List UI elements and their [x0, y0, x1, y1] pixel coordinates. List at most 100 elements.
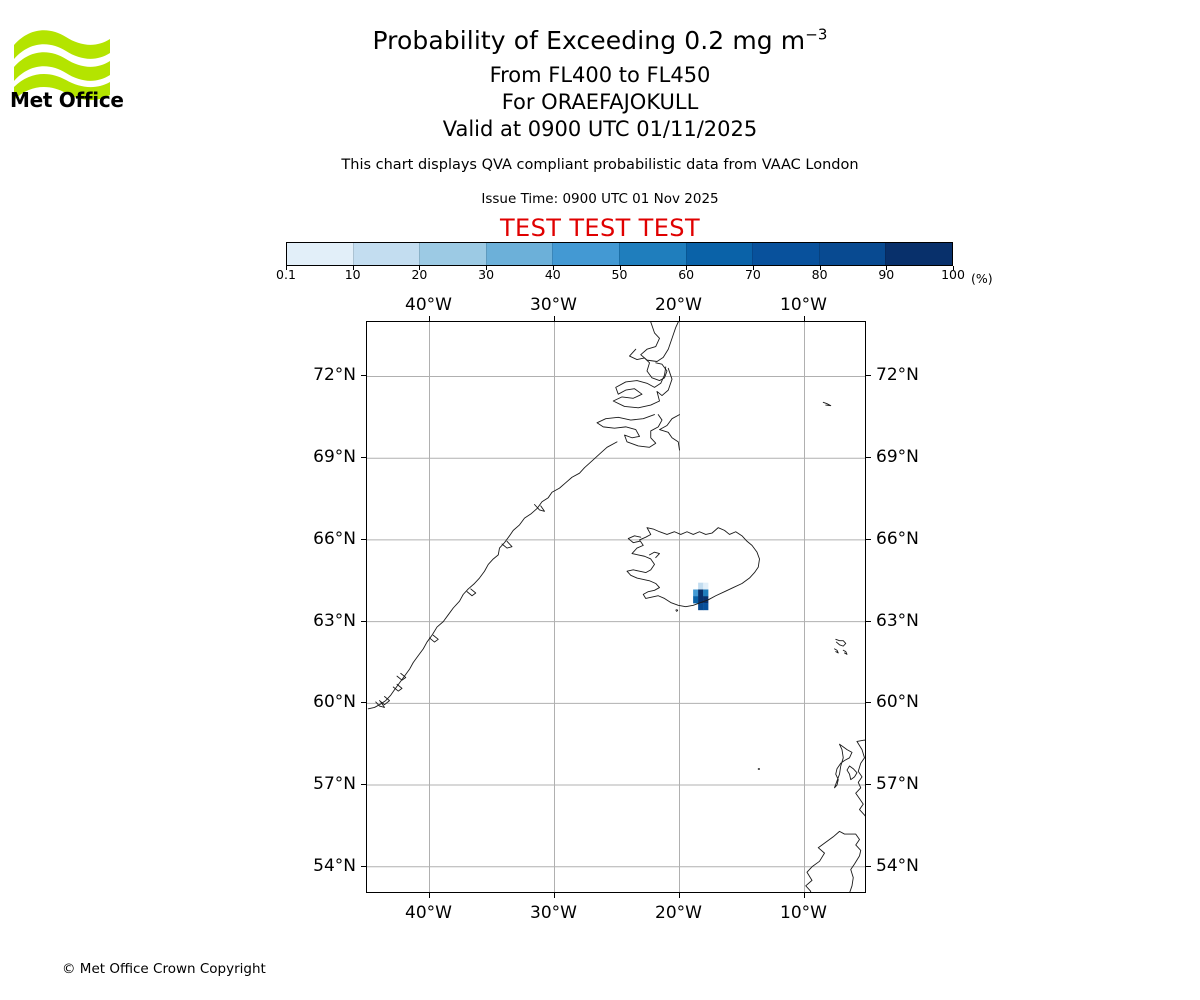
coastline-segment-12 [375, 701, 385, 708]
ash-cell-7 [703, 596, 709, 604]
lon-label-top--30: 30°W [530, 295, 577, 315]
lat-label-right-72: 72°N [876, 365, 919, 386]
coastline-segment-14 [626, 527, 760, 608]
coastline-segment-19 [842, 649, 848, 655]
ash-cell-8 [698, 603, 704, 611]
coastline-segment-30 [757, 768, 760, 770]
colorbar-segment-6 [685, 243, 753, 265]
colorbar-tickmark-50 [619, 266, 621, 270]
coastline-segment-8 [466, 588, 477, 597]
lon-label-bottom--10: 10°W [780, 903, 827, 923]
coastline-segment-23 [855, 741, 865, 817]
colorbar-segment-5 [618, 243, 686, 265]
logo-wave-3 [14, 73, 110, 101]
ash-cell-0 [698, 582, 704, 590]
lon-tick-top--30 [553, 316, 555, 321]
lat-tick-left-57 [361, 784, 366, 786]
coastline-segment-2 [612, 366, 673, 409]
coastline-segment-10 [396, 672, 407, 681]
lat-tick-left-69 [361, 457, 366, 459]
met-office-logo [12, 25, 112, 115]
colorbar-tickmark-90 [886, 266, 888, 270]
colorbar-tick-20: 20 [411, 267, 428, 282]
lon-tick-bottom--10 [803, 893, 805, 898]
colorbar-tickmark-60 [686, 266, 688, 270]
lon-tick-bottom--20 [678, 893, 680, 898]
colorbar-units-label: (%) [971, 271, 993, 286]
colorbar-tickmark-10 [352, 266, 354, 270]
lat-tick-left-54 [361, 865, 366, 867]
colorbar-tick-0.1: 0.1 [276, 267, 296, 282]
colorbar-tickmark-0.1 [286, 266, 287, 270]
coastline-segment-22 [856, 739, 865, 742]
coastlines [367, 322, 865, 892]
lat-label-right-69: 69°N [876, 447, 919, 468]
page-title-superscript: −3 [805, 25, 828, 44]
colorbar-tickmark-40 [552, 266, 554, 270]
colorbar-tick-40: 40 [544, 267, 561, 282]
colorbar-tick-60: 60 [678, 267, 695, 282]
page-title-text: Probability of Exceeding 0.2 mg m [372, 26, 806, 55]
lat-tick-right-66 [866, 538, 871, 540]
colorbar-segment-4 [552, 243, 619, 265]
ash-cell-4 [703, 589, 709, 597]
coastline-segment-13 [392, 683, 403, 692]
lon-label-top--10: 10°W [780, 295, 827, 315]
coastline-segment-11 [379, 696, 390, 706]
coastline-segment-16 [649, 551, 660, 559]
page-title: Probability of Exceeding 0.2 mg m−3 [0, 26, 1200, 55]
volcano-subtitle: For ORAEFAJOKULL [501, 90, 699, 114]
colorbar-segment-0 [287, 243, 353, 265]
colorbar-tick-50: 50 [611, 267, 628, 282]
coastline-segment-9 [429, 634, 439, 643]
coastline-segment-0 [640, 322, 679, 362]
lon-label-bottom--30: 30°W [530, 903, 577, 923]
colorbar-tick-70: 70 [744, 267, 761, 282]
lat-label-left-54: 54°N [313, 855, 356, 876]
coastline-segment-17 [675, 609, 679, 612]
test-banner: TEST TEST TEST [499, 214, 700, 242]
lat-label-left-66: 66°N [313, 528, 356, 549]
lat-tick-left-63 [361, 620, 366, 622]
coastline-segment-4 [659, 414, 680, 451]
ash-cell-5 [693, 596, 699, 604]
issue-time: Issue Time: 0900 UTC 01 Nov 2025 [481, 191, 719, 207]
coastline-segment-18 [835, 638, 847, 647]
lon-label-bottom--20: 20°W [655, 903, 702, 923]
colorbar-segment-8 [818, 243, 886, 265]
logo-wave-2 [14, 52, 110, 81]
lat-tick-right-57 [866, 784, 871, 786]
coastline-segment-1 [629, 348, 668, 382]
lon-tick-bottom--30 [553, 893, 555, 898]
qva-note: This chart displays QVA compliant probab… [341, 157, 859, 173]
lon-label-bottom--40: 40°W [405, 903, 452, 923]
lat-label-left-69: 69°N [313, 447, 356, 468]
map-plot-area [366, 321, 866, 893]
coastline-segment-15 [627, 535, 642, 544]
colorbar-segment-2 [419, 243, 486, 265]
logo-wave-1 [14, 30, 110, 59]
lat-label-left-63: 63°N [313, 610, 356, 631]
lat-tick-right-72 [866, 375, 871, 377]
coastline-segment-5 [367, 441, 618, 710]
lat-label-right-54: 54°N [876, 855, 919, 876]
ash-cell-3 [698, 589, 704, 597]
lat-tick-right-69 [866, 457, 871, 459]
colorbar-tickmark-80 [819, 266, 821, 270]
lat-label-left-57: 57°N [313, 774, 356, 795]
colorbar-tickmark-100 [953, 266, 954, 270]
lon-label-top--40: 40°W [405, 295, 452, 315]
coastline-segment-7 [501, 540, 513, 549]
lon-tick-bottom--40 [428, 893, 430, 898]
lat-label-left-72: 72°N [313, 365, 356, 386]
coastline-segment-25 [846, 765, 858, 781]
coastline-segment-21 [822, 401, 832, 407]
colorbar-segment-7 [752, 243, 819, 265]
ash-cell-9 [703, 603, 709, 611]
colorbar-tickmark-30 [486, 266, 488, 270]
coastline-segment-28 [805, 830, 862, 892]
colorbar-tick-10: 10 [344, 267, 361, 282]
lon-tick-top--20 [678, 316, 680, 321]
lon-tick-top--40 [428, 316, 430, 321]
lat-tick-right-63 [866, 620, 871, 622]
